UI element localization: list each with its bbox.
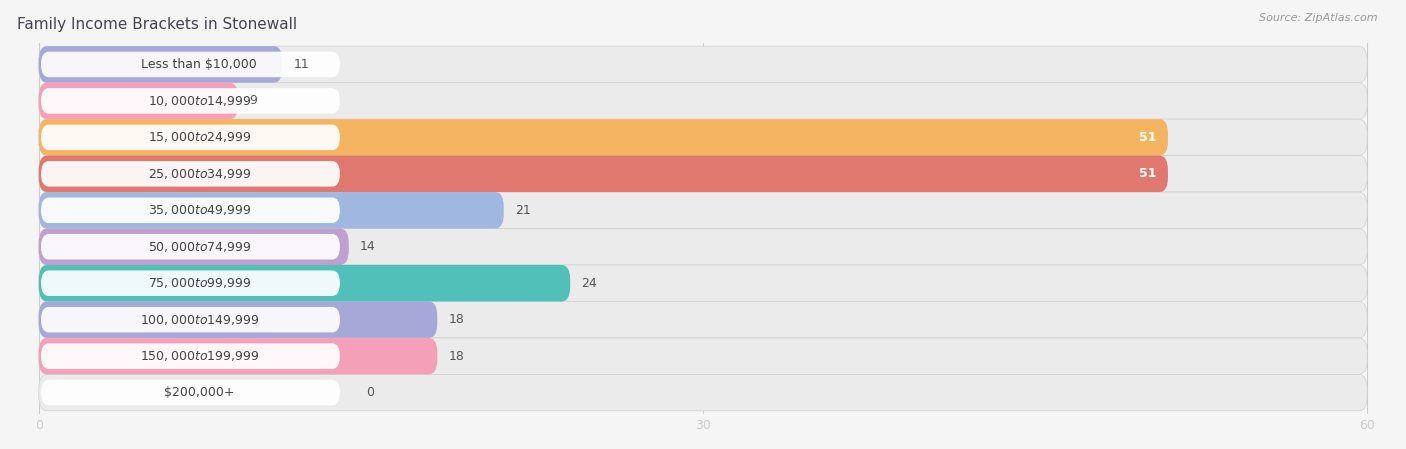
Text: 11: 11 (294, 58, 309, 71)
FancyBboxPatch shape (41, 343, 340, 369)
FancyBboxPatch shape (39, 338, 437, 374)
Text: $50,000 to $74,999: $50,000 to $74,999 (148, 240, 252, 254)
FancyBboxPatch shape (39, 46, 1367, 83)
FancyBboxPatch shape (39, 229, 349, 265)
Text: 18: 18 (449, 350, 464, 363)
Text: $100,000 to $149,999: $100,000 to $149,999 (139, 313, 259, 327)
FancyBboxPatch shape (41, 307, 340, 332)
Text: $150,000 to $199,999: $150,000 to $199,999 (139, 349, 259, 363)
FancyBboxPatch shape (39, 338, 1367, 374)
Text: $200,000+: $200,000+ (165, 386, 235, 399)
Text: 18: 18 (449, 313, 464, 326)
FancyBboxPatch shape (41, 234, 340, 260)
FancyBboxPatch shape (39, 265, 1367, 301)
Text: $25,000 to $34,999: $25,000 to $34,999 (148, 167, 252, 181)
FancyBboxPatch shape (39, 119, 1367, 156)
FancyBboxPatch shape (41, 52, 340, 77)
Text: $10,000 to $14,999: $10,000 to $14,999 (148, 94, 252, 108)
FancyBboxPatch shape (39, 119, 1168, 156)
FancyBboxPatch shape (41, 124, 340, 150)
FancyBboxPatch shape (39, 374, 1367, 411)
FancyBboxPatch shape (41, 270, 340, 296)
Text: $35,000 to $49,999: $35,000 to $49,999 (148, 203, 252, 217)
FancyBboxPatch shape (39, 192, 503, 229)
Text: Source: ZipAtlas.com: Source: ZipAtlas.com (1260, 13, 1378, 23)
Text: $75,000 to $99,999: $75,000 to $99,999 (148, 276, 252, 290)
FancyBboxPatch shape (39, 83, 238, 119)
Text: Less than $10,000: Less than $10,000 (142, 58, 257, 71)
FancyBboxPatch shape (39, 301, 437, 338)
FancyBboxPatch shape (41, 88, 340, 114)
Text: 0: 0 (367, 386, 374, 399)
FancyBboxPatch shape (39, 301, 1367, 338)
FancyBboxPatch shape (41, 161, 340, 187)
Text: 14: 14 (360, 240, 375, 253)
Text: 51: 51 (1139, 131, 1157, 144)
FancyBboxPatch shape (39, 156, 1367, 192)
FancyBboxPatch shape (39, 46, 283, 83)
Text: 21: 21 (515, 204, 530, 217)
FancyBboxPatch shape (39, 83, 1367, 119)
FancyBboxPatch shape (39, 192, 1367, 229)
FancyBboxPatch shape (41, 198, 340, 223)
FancyBboxPatch shape (39, 156, 1168, 192)
Text: 51: 51 (1139, 167, 1157, 180)
FancyBboxPatch shape (41, 380, 340, 405)
Text: 9: 9 (249, 94, 257, 107)
Text: 24: 24 (581, 277, 598, 290)
Text: Family Income Brackets in Stonewall: Family Income Brackets in Stonewall (17, 17, 297, 32)
Text: $15,000 to $24,999: $15,000 to $24,999 (148, 130, 252, 145)
FancyBboxPatch shape (39, 229, 1367, 265)
FancyBboxPatch shape (39, 265, 571, 301)
